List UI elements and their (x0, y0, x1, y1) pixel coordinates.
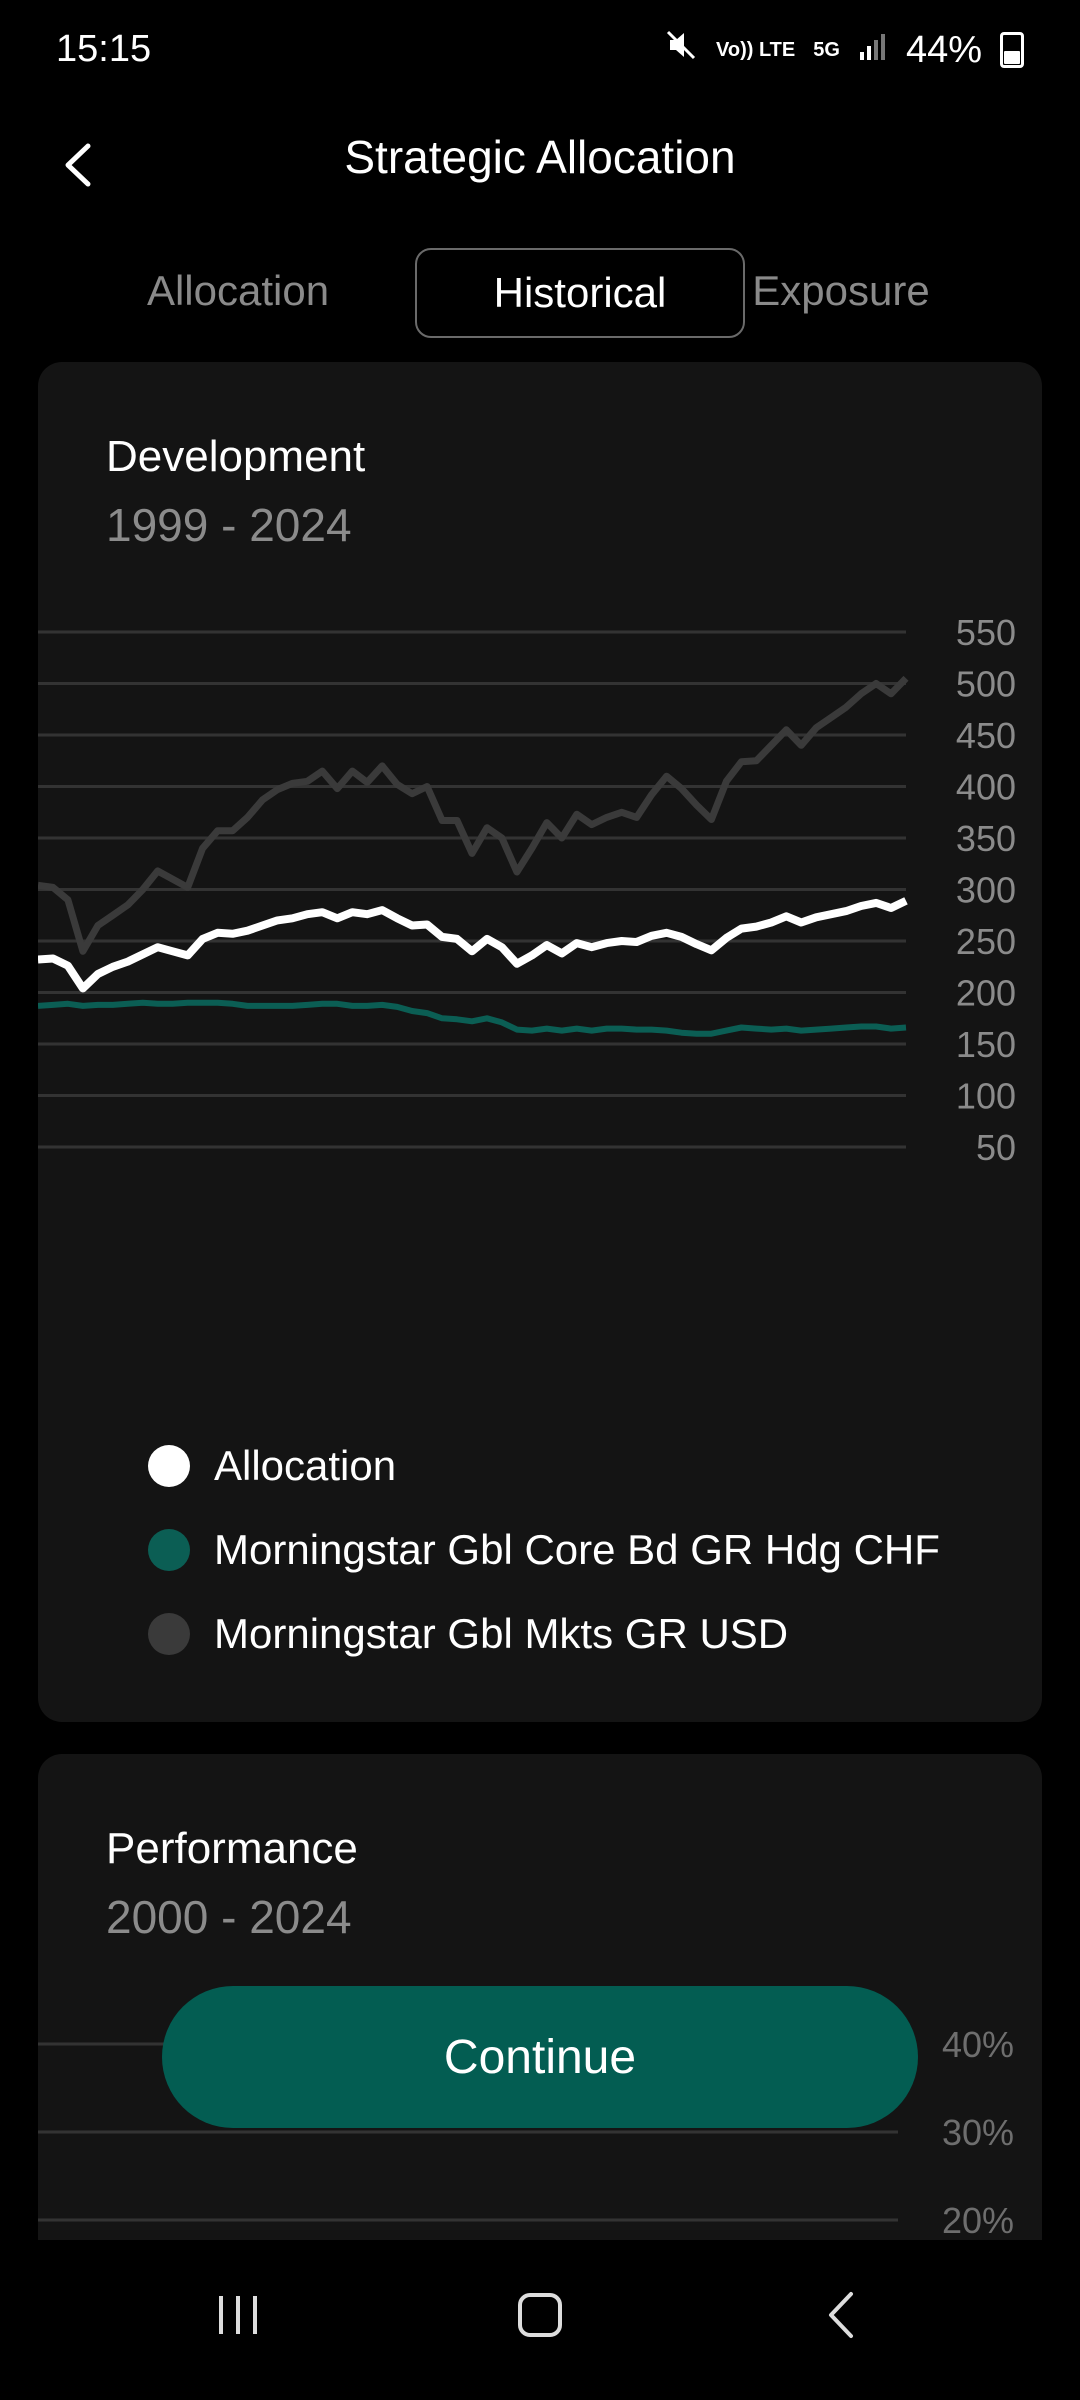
y-tick-label: 300 (956, 870, 1016, 911)
system-back-button[interactable] (792, 2280, 892, 2350)
tab-allocation[interactable]: Allocation (146, 267, 330, 314)
battery-icon (1000, 32, 1024, 68)
legend-label: Allocation (214, 1442, 397, 1489)
y-tick-label: 20% (942, 2200, 1014, 2241)
y-tick-label: 550 (956, 612, 1016, 653)
recent-apps-icon (219, 2296, 257, 2334)
y-tick-label: 40% (942, 2024, 1014, 2065)
legend-dot-icon (148, 1445, 190, 1487)
home-button[interactable] (490, 2280, 590, 2350)
series-line-morningstar-gbl-core-bd-gr-hdg-chf (38, 999, 907, 1037)
legend-dot-icon (148, 1529, 190, 1571)
continue-button[interactable]: Continue (162, 1986, 918, 2128)
legend-label: Morningstar Gbl Core Bd GR Hdg CHF (214, 1526, 940, 1573)
development-title: Development (106, 432, 366, 481)
tab-exposure[interactable]: Exposure (752, 267, 930, 314)
legend-item-allocation: Allocation (148, 1442, 396, 1490)
legend-item-core-bond: Morningstar Gbl Core Bd GR Hdg CHF (148, 1526, 940, 1574)
development-card: Development 1999 - 2024 550 500 450 400 350 3… (38, 362, 1042, 1722)
volte-icon: Vo)) LTE (716, 39, 796, 61)
y-tick-label: 150 (956, 1024, 1016, 1065)
y-tick-label: 350 (956, 818, 1016, 859)
recent-apps-button[interactable] (188, 2280, 288, 2350)
system-back-icon (829, 2292, 853, 2338)
tab-bar: Allocation Historical Exposure (0, 248, 1080, 338)
status-icons: Vo)) LTE 5G 44% (664, 28, 1024, 72)
y-tick-label: 450 (956, 715, 1016, 756)
page-title: Strategic Allocation (344, 131, 736, 183)
legend-item-global-markets: Morningstar Gbl Mkts GR USD (148, 1610, 788, 1658)
y-tick-label: 100 (956, 1076, 1016, 1117)
legend-dot-icon (148, 1613, 190, 1655)
y-tick-label: 30% (942, 2112, 1014, 2153)
back-button[interactable] (48, 130, 108, 200)
system-nav-bar (0, 2240, 1080, 2400)
performance-period: 2000 - 2024 (106, 1891, 352, 1943)
y-tick-label: 250 (956, 921, 1016, 962)
back-arrow-icon (65, 143, 91, 187)
series-line-allocation (38, 897, 908, 993)
series-line-morningstar-gbl-mkts-gr-usd (38, 675, 909, 955)
legend-label: Morningstar Gbl Mkts GR USD (214, 1610, 789, 1657)
y-tick-label: 500 (956, 664, 1016, 705)
signal-icon (858, 29, 888, 72)
development-line-chart: 550 500 450 400 350 300 250 200 150 100 50 (38, 612, 1016, 1168)
tab-historical[interactable]: Historical (415, 248, 745, 338)
network-5g-icon: 5G (813, 39, 840, 61)
status-time: 15:15 (56, 28, 152, 70)
y-tick-label: 200 (956, 973, 1016, 1014)
performance-title: Performance (106, 1824, 358, 1873)
y-tick-label: 50 (976, 1127, 1016, 1168)
y-tick-label: 400 (956, 767, 1016, 808)
battery-percent: 44% (905, 28, 982, 71)
mute-icon (664, 28, 698, 72)
development-period: 1999 - 2024 (106, 499, 352, 551)
home-icon (518, 2293, 562, 2337)
